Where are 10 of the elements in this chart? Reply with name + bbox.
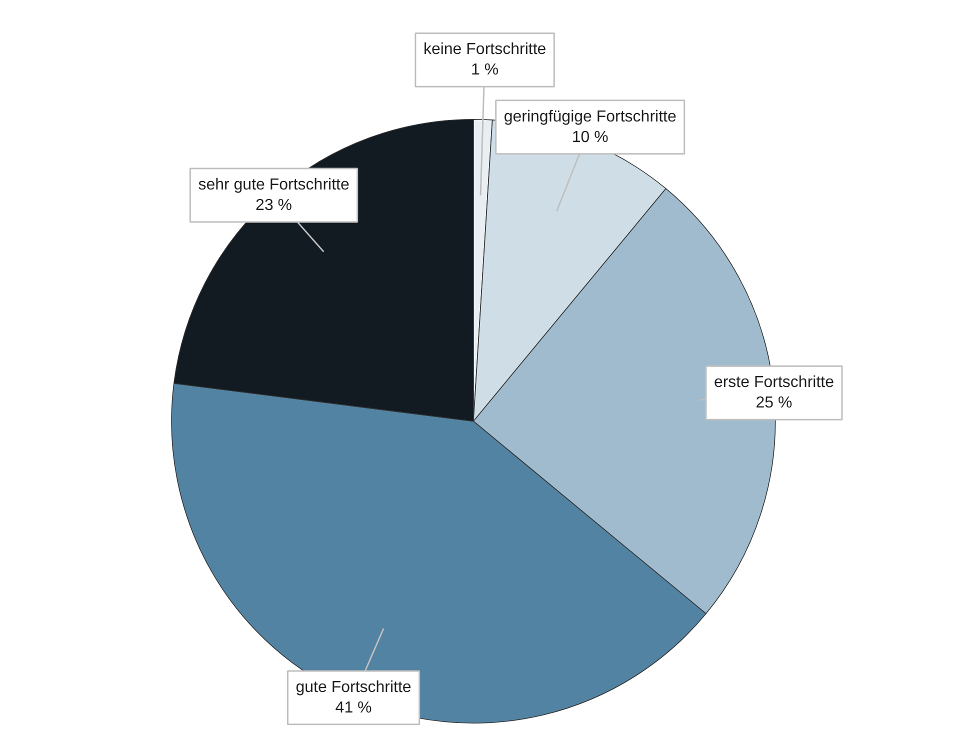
data-label: 10 % bbox=[572, 128, 608, 146]
slice-label: sehr gute Fortschritte bbox=[198, 176, 350, 194]
slice-label: gute Fortschritte bbox=[296, 679, 412, 696]
slice-label: geringfügige Fortschritte bbox=[504, 108, 676, 126]
data-label: 23 % bbox=[256, 196, 292, 214]
slice-label: erste Fortschritte bbox=[714, 374, 834, 392]
data-label: 1 % bbox=[471, 62, 499, 79]
data-label: 25 % bbox=[756, 394, 792, 412]
data-label: 41 % bbox=[335, 699, 372, 716]
slice-label: keine Fortschritte bbox=[423, 41, 546, 58]
